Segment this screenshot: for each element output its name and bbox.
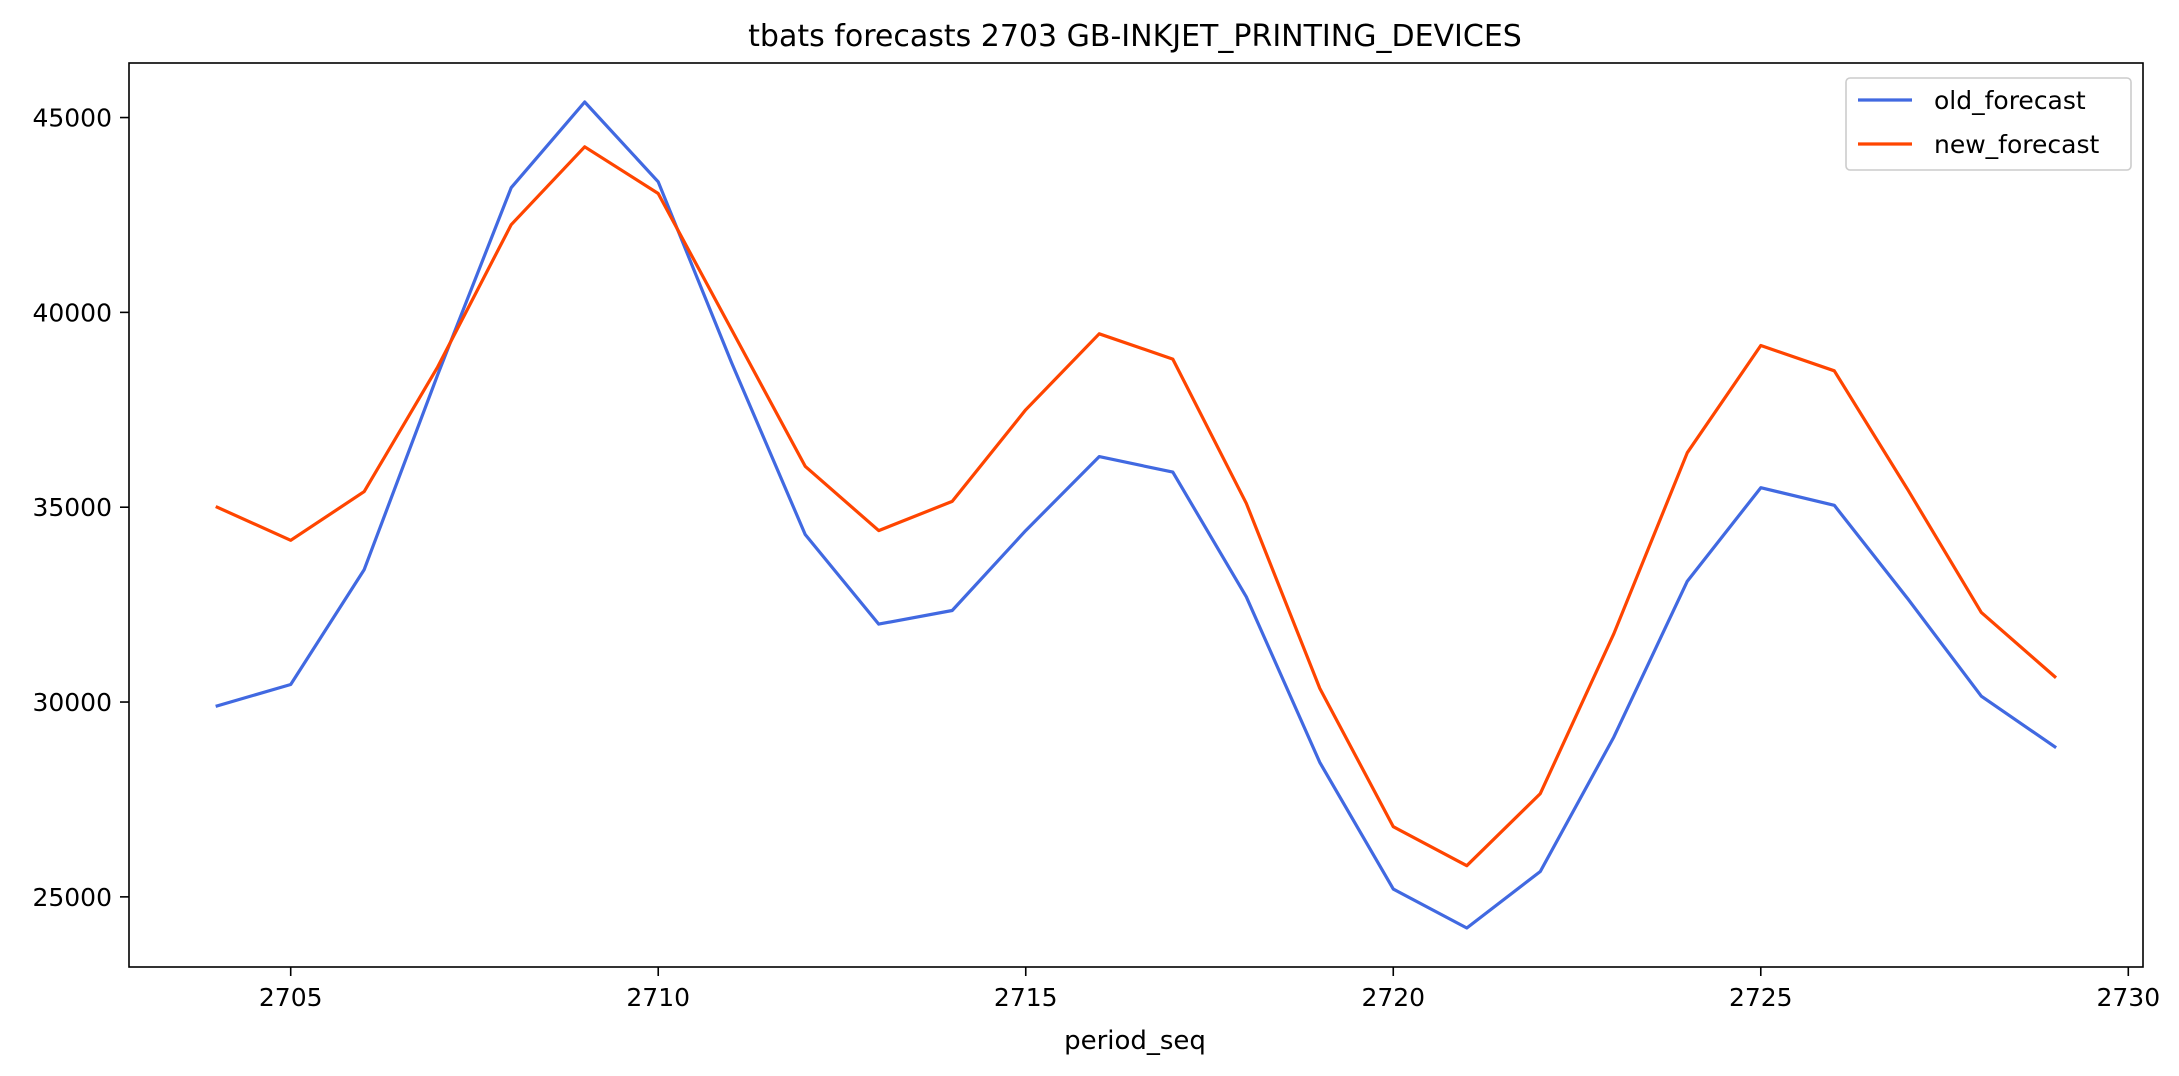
x-tick-label: 2720 [1361, 983, 1425, 1012]
y-tick-label: 35000 [32, 493, 112, 522]
legend-label-new_forecast: new_forecast [1934, 130, 2099, 159]
x-tick-label: 2710 [626, 983, 690, 1012]
x-tick-label: 2705 [259, 983, 323, 1012]
plot-frame [128, 62, 2144, 968]
legend-label-old_forecast: old_forecast [1934, 86, 2086, 115]
legend: old_forecast new_forecast [1845, 77, 2132, 171]
x-tick-label: 2725 [1729, 983, 1793, 1012]
plot-area [128, 62, 2144, 968]
y-tick-label: 25000 [32, 883, 112, 912]
x-axis-ticks: 2705 2710 2715 2720 2725 2730 [259, 967, 2160, 1012]
y-tick-label: 30000 [32, 688, 112, 717]
x-tick-label: 2715 [994, 983, 1058, 1012]
plot-background [129, 63, 2143, 967]
y-tick-label: 45000 [32, 104, 112, 133]
y-tick-label: 40000 [32, 298, 112, 327]
legend-box [1845, 77, 2132, 171]
series-line-old_forecast [215, 100, 2058, 930]
chart-title: tbats forecasts 2703 GB-INKJET_PRINTING_… [748, 19, 1522, 54]
series-line-new_forecast [215, 145, 2058, 868]
y-axis-ticks: 25000 30000 35000 40000 45000 [32, 104, 129, 912]
x-tick-label: 2730 [2096, 983, 2160, 1012]
x-axis-title: period_seq [1064, 1026, 1206, 1056]
